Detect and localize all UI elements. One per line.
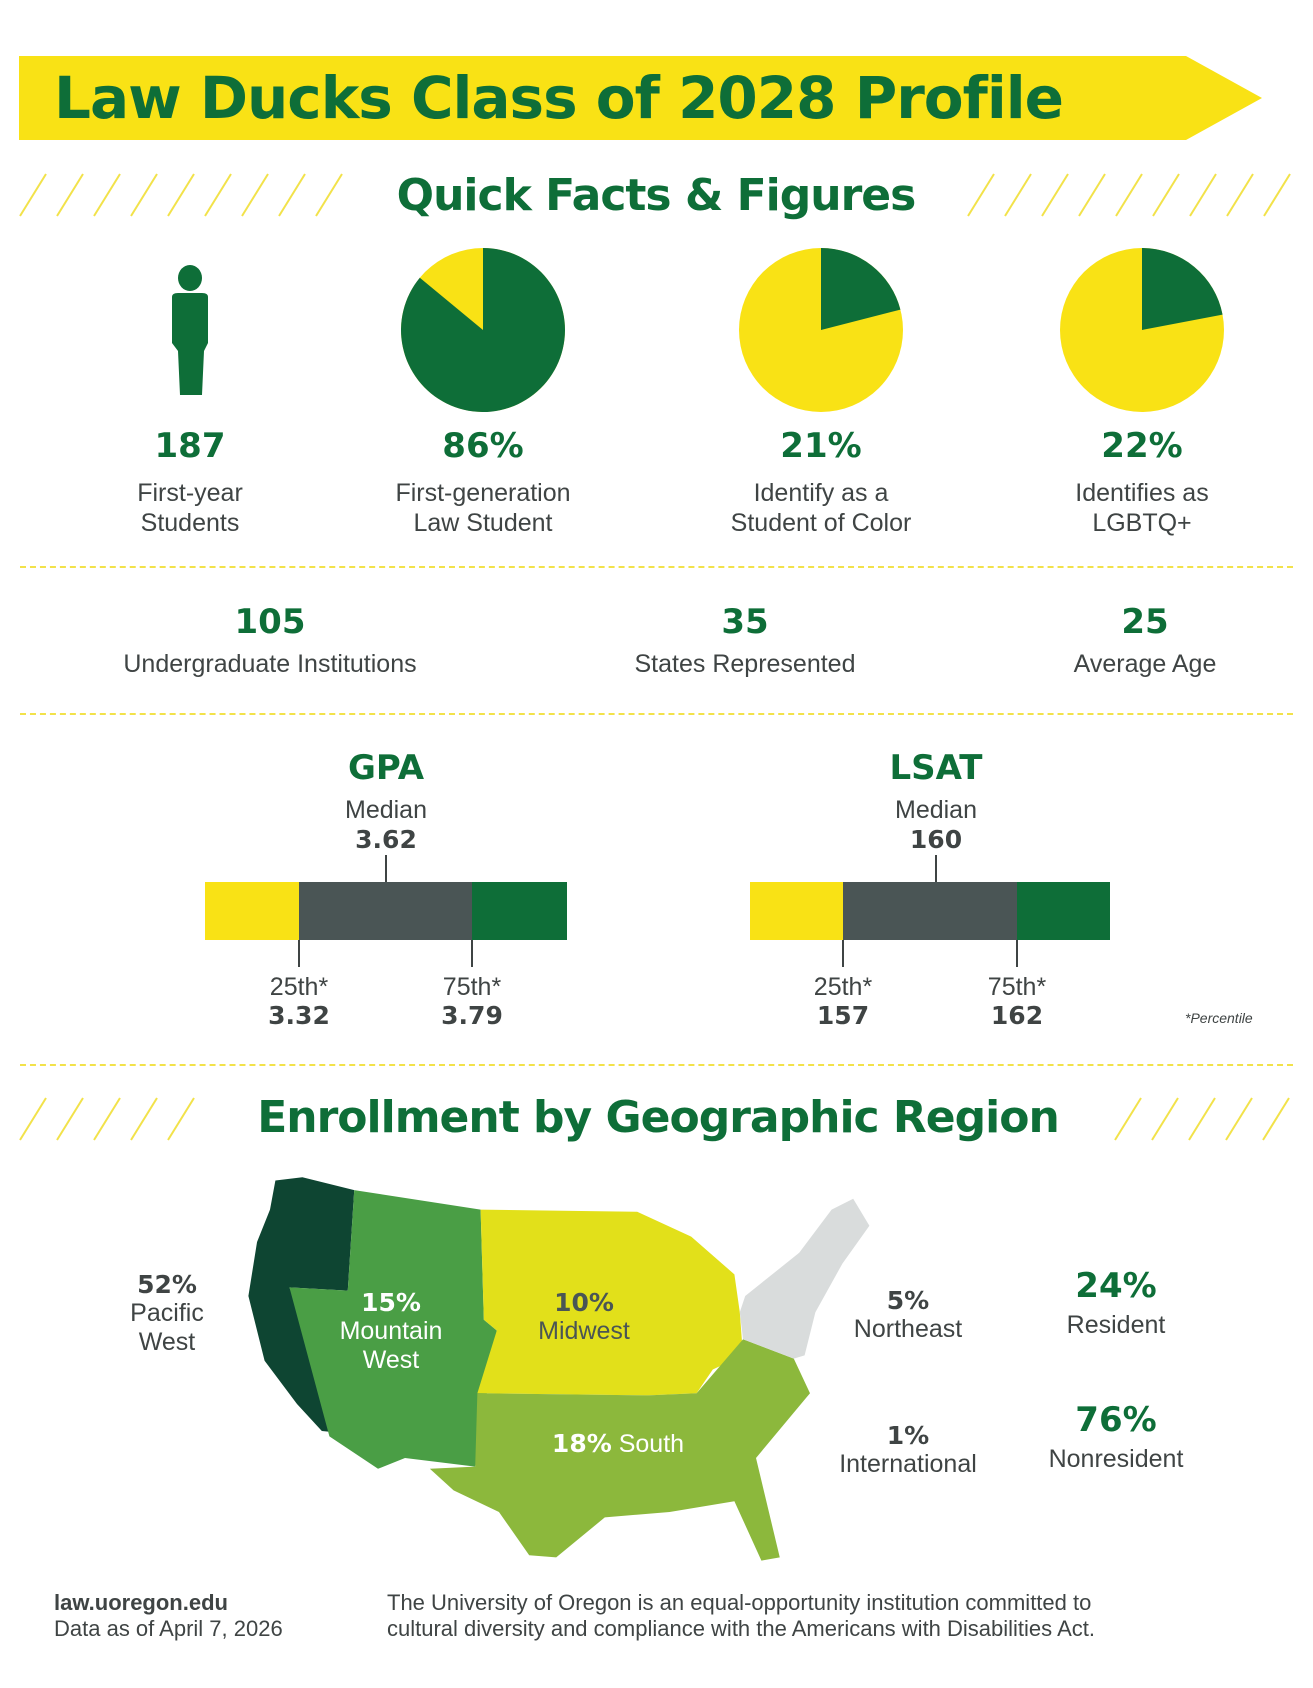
age-value: 25 (1121, 602, 1169, 642)
stripe (167, 173, 195, 217)
gpa-median-value: 3.62 (355, 825, 417, 854)
stripe (1152, 173, 1180, 217)
region-northeast (739, 1198, 870, 1359)
stat-label-color: Identify as a Student of Color (730, 479, 912, 537)
stripe (56, 1097, 84, 1141)
stripe (1263, 173, 1291, 217)
stripe (1226, 173, 1254, 217)
institutions-label: Undergraduate Institutions (123, 650, 417, 678)
footer-url[interactable]: law.uoregon.edu (54, 1590, 228, 1615)
stripe (241, 173, 269, 217)
lsat-p25-label: 25th* (813, 973, 873, 1001)
stripe (1262, 1097, 1290, 1141)
page-title: Law Ducks Class of 2028 Profile (54, 64, 1064, 132)
stripe (1078, 173, 1106, 217)
stat-label-lgbtq: Identifies as LGBTQ+ (1075, 479, 1209, 537)
stripe (967, 173, 995, 217)
institutions-value: 105 (234, 602, 306, 642)
stripe (315, 173, 343, 217)
stripes-decoration (19, 1097, 1290, 1141)
gpa-p25-label: 25th* (269, 973, 329, 1001)
gpa-p75-label: 75th* (442, 973, 502, 1001)
gpa-p75-value: 3.79 (441, 1001, 503, 1030)
region-south (429, 1339, 811, 1561)
stripe (1189, 173, 1217, 217)
stripe (19, 1097, 47, 1141)
lsat-p75-label: 75th* (987, 973, 1047, 1001)
label-midwest: 10% Midwest (538, 1288, 630, 1345)
stat-value-first-year: 187 (154, 426, 226, 466)
quick-facts-heading: Quick Facts & Figures (396, 170, 917, 221)
lsat-p75-value: 162 (990, 1001, 1044, 1030)
lsat-median-value: 160 (909, 825, 963, 854)
stripe (204, 173, 232, 217)
percentile-footnote: *Percentile (1185, 1010, 1253, 1026)
enrollment-heading: Enrollment by Geographic Region (257, 1092, 1060, 1143)
stat-label-first-gen: First-generation Law Student (395, 479, 571, 537)
score-bars (205, 855, 1110, 967)
stripe (1115, 173, 1143, 217)
divider (20, 566, 1293, 568)
gpa-title: GPA (347, 748, 425, 788)
stripe (1004, 173, 1032, 217)
stripe (167, 1097, 195, 1141)
divider (20, 713, 1293, 715)
lsat-median-label: Median (895, 796, 977, 824)
footer-date: Data as of April 7, 2026 (54, 1616, 283, 1641)
gpa-median-label: Median (345, 796, 427, 824)
label-pacific-west: 52% Pacific West (130, 1270, 204, 1356)
region-pacific-west (248, 1177, 355, 1434)
title-banner (19, 56, 1262, 140)
stripe (278, 173, 306, 217)
footer-disclaimer: The University of Oregon is an equal-opp… (387, 1590, 1095, 1641)
stripe (1151, 1097, 1179, 1141)
person-icon (172, 265, 208, 395)
lsat-title: LSAT (889, 748, 983, 788)
stat-value-color: 21% (780, 426, 862, 466)
states-label: States Represented (634, 650, 856, 678)
stripe (1225, 1097, 1253, 1141)
stripe (56, 173, 84, 217)
stripe (19, 173, 47, 217)
stripe (130, 173, 158, 217)
stripes-decoration (19, 173, 1291, 217)
nonresident-stat: 76% Nonresident (1048, 1400, 1184, 1473)
stripe (93, 173, 121, 217)
stat-label-first-year: First-year Students (137, 479, 243, 537)
resident-stat: 24% Resident (1066, 1266, 1166, 1339)
footer-left: law.uoregon.edu Data as of April 7, 2026 (54, 1590, 283, 1642)
states-value: 35 (721, 602, 769, 642)
divider (20, 1064, 1293, 1066)
lsat-p25-value: 157 (816, 1001, 870, 1030)
label-international: 1% International (839, 1421, 977, 1478)
region-mountain-west (289, 1190, 497, 1469)
stripe (1188, 1097, 1216, 1141)
stripe (1114, 1097, 1142, 1141)
stripe (130, 1097, 158, 1141)
region-midwest (477, 1209, 744, 1396)
gpa-p25-value: 3.32 (268, 1001, 330, 1030)
stripe (93, 1097, 121, 1141)
label-south: 18% South (551, 1429, 685, 1458)
label-mountain-west: 15% Mountain West (339, 1288, 443, 1374)
pie-slice (400, 248, 565, 412)
stat-value-lgbtq: 22% (1101, 426, 1183, 466)
stripe (1041, 173, 1069, 217)
label-northeast: 5% Northeast (853, 1286, 963, 1343)
stat-value-first-gen: 86% (442, 426, 524, 466)
pie-charts (400, 248, 1224, 412)
age-label: Average Age (1073, 650, 1217, 678)
pie-slice (1142, 248, 1223, 330)
pie-slice (821, 248, 901, 330)
